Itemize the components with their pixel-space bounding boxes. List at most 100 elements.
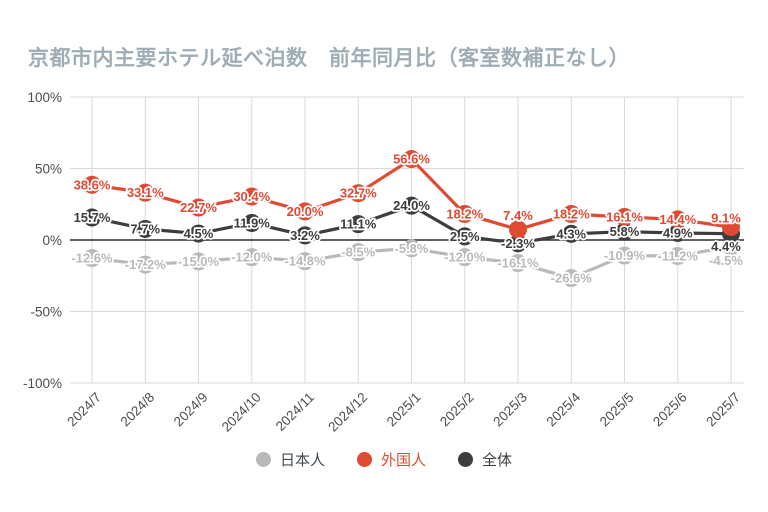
data-point-label: 11.1% — [340, 217, 377, 232]
data-point-marker — [242, 248, 261, 267]
data-point-label: -12.0% — [444, 250, 486, 265]
data-point-marker — [189, 198, 208, 217]
legend-item-foreigner[interactable]: 外国人 — [356, 449, 426, 470]
x-axis-tick-label: 2024/7 — [64, 390, 104, 430]
data-point-marker — [455, 248, 474, 267]
data-point-label: 7.7% — [130, 221, 160, 236]
y-axis-tick-label: -100% — [23, 376, 62, 391]
legend-item-japanese[interactable]: 日本人 — [255, 449, 325, 470]
data-point-label: 38.6% — [74, 177, 111, 192]
data-point-marker — [615, 246, 634, 265]
data-point-marker — [83, 208, 101, 227]
data-point-label: -5.8% — [395, 241, 429, 256]
legend-label: 外国人 — [380, 452, 426, 469]
x-axis-tick-label: 2025/6 — [650, 390, 690, 430]
data-point-marker — [349, 243, 368, 262]
chart-legend: 日本人 外国人 全体 — [0, 449, 768, 470]
x-axis-tick-label: 2025/5 — [597, 390, 637, 430]
data-point-label: 4.5% — [184, 226, 214, 241]
data-point-label: -12.6% — [71, 251, 113, 266]
legend-item-total[interactable]: 全体 — [458, 449, 512, 470]
data-point-label: 24.0% — [393, 198, 430, 213]
data-point-marker — [402, 239, 421, 258]
data-point-marker — [402, 196, 421, 215]
data-point-marker — [136, 183, 155, 202]
legend-label: 全体 — [482, 452, 513, 469]
data-point-label: -16.1% — [497, 256, 539, 271]
data-point-label: 5.8% — [610, 224, 640, 239]
data-point-label: -15.0% — [178, 254, 220, 269]
data-point-marker — [296, 226, 314, 245]
x-axis-tick-label: 2024/10 — [219, 390, 264, 435]
data-point-label: -26.6% — [551, 271, 593, 286]
data-point-label: 9.1% — [711, 210, 741, 225]
data-point-label: -2.3% — [501, 236, 535, 251]
data-point-marker — [668, 210, 687, 229]
data-point-label: 3.2% — [290, 228, 320, 243]
data-point-marker — [668, 223, 687, 242]
data-point-label: 33.1% — [127, 185, 164, 200]
legend-dot-icon — [255, 452, 271, 467]
data-point-label: 15.7% — [74, 210, 111, 225]
data-point-marker — [615, 222, 634, 241]
y-axis-tick-label: 50% — [35, 162, 62, 177]
x-axis-tick-label: 2024/11 — [273, 390, 317, 434]
data-point-marker — [242, 187, 261, 206]
data-point-label: 22.7% — [180, 200, 217, 215]
data-point-label: 4.3% — [556, 226, 586, 241]
data-point-marker — [296, 202, 314, 221]
data-point-marker — [136, 219, 155, 238]
data-point-label: 56.6% — [393, 152, 430, 167]
data-point-label: -12.0% — [231, 250, 273, 265]
data-point-label: -14.8% — [284, 254, 326, 269]
data-point-label: 30.4% — [233, 189, 270, 204]
data-point-marker — [455, 227, 474, 246]
data-point-label: -11.2% — [658, 249, 699, 264]
data-point-marker — [242, 213, 261, 232]
data-point-label: -4.5% — [709, 253, 743, 268]
data-point-marker — [83, 175, 101, 194]
data-point-label: 11.9% — [234, 215, 271, 230]
legend-dot-icon — [356, 452, 372, 467]
legend-dot-icon — [458, 452, 473, 467]
data-point-label: 16.1% — [606, 209, 643, 224]
data-point-label: 32.7% — [340, 186, 377, 201]
data-point-label: 18.2% — [553, 206, 590, 221]
data-point-label: 2.5% — [450, 229, 480, 244]
data-point-marker — [562, 204, 581, 223]
x-axis-tick-label: 2024/8 — [118, 390, 158, 430]
chart-title: 京都市内主要ホテル延べ泊数 前年同月比（客室数補正なし） — [28, 47, 630, 70]
data-point-label: -17.2% — [125, 257, 167, 272]
data-point-label: -10.9% — [604, 248, 646, 263]
data-point-label: 7.4% — [503, 208, 533, 223]
legend-label: 日本人 — [279, 452, 325, 469]
data-point-marker — [722, 237, 740, 256]
y-axis-tick-label: -50% — [30, 305, 62, 320]
x-axis-tick-label: 2025/2 — [437, 390, 477, 430]
data-point-marker — [722, 217, 740, 236]
data-point-marker — [615, 207, 634, 226]
data-point-label: 4.4% — [711, 239, 741, 254]
data-point-marker — [562, 224, 581, 243]
data-point-marker — [189, 252, 208, 271]
data-point-marker — [402, 150, 421, 169]
data-point-marker — [189, 224, 208, 243]
data-point-label: 20.0% — [287, 204, 324, 219]
x-axis-tick-label: 2025/1 — [384, 390, 424, 430]
data-point-marker — [296, 252, 314, 271]
data-point-marker — [136, 255, 155, 274]
data-point-label: -8.5% — [341, 245, 375, 260]
data-point-label: 18.2% — [446, 206, 483, 221]
data-point-marker — [349, 215, 368, 234]
x-axis-tick-label: 2025/7 — [703, 390, 743, 430]
data-point-marker — [455, 204, 474, 223]
data-point-marker — [509, 234, 527, 253]
data-point-marker — [509, 220, 527, 239]
x-axis-tick-label: 2025/4 — [544, 389, 584, 429]
x-axis-tick-label: 2024/12 — [325, 390, 370, 435]
data-point-marker — [562, 269, 581, 288]
data-point-marker — [509, 254, 527, 273]
y-axis-tick-label: 100% — [27, 90, 62, 105]
